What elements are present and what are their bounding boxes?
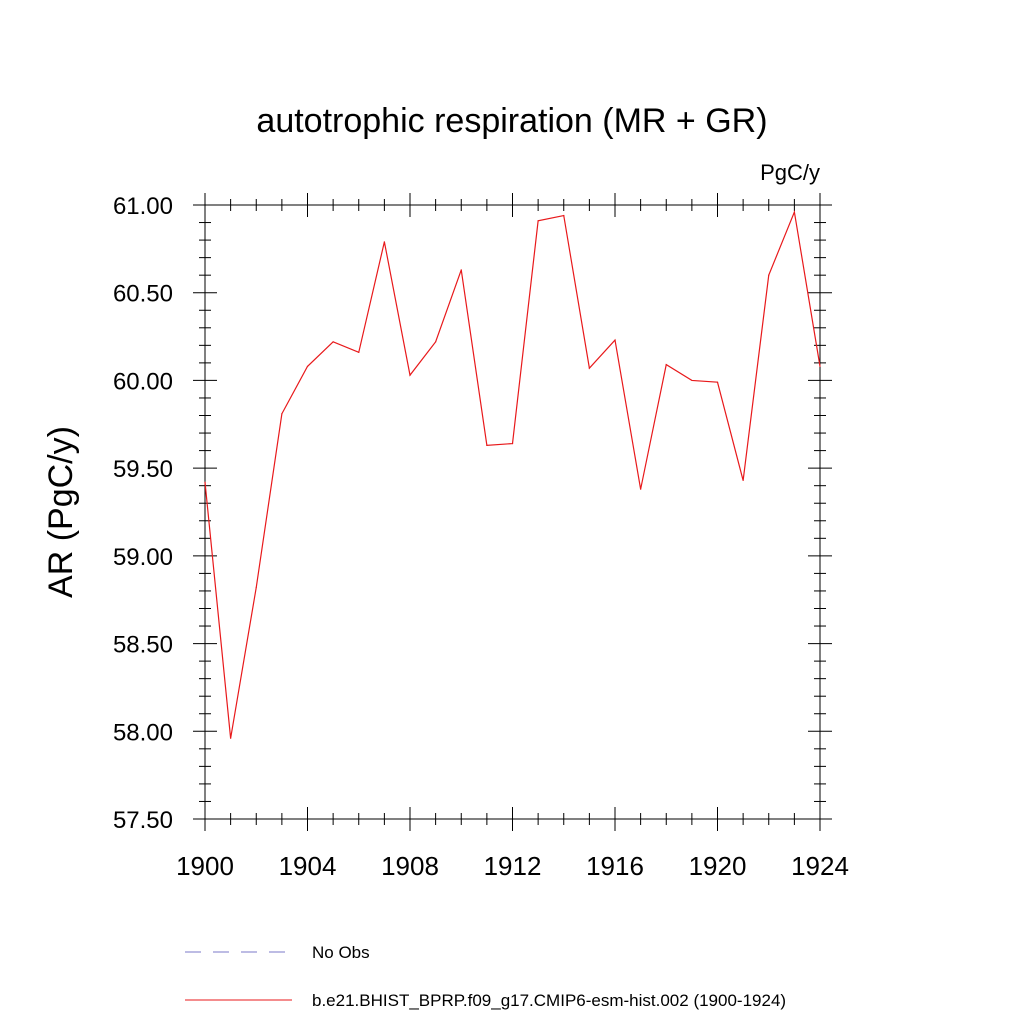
data-point: [588, 367, 590, 369]
x-tick-label: 1904: [279, 851, 337, 881]
data-point: [435, 341, 437, 343]
x-tick-label: 1908: [381, 851, 439, 881]
series-line: [204, 209, 821, 739]
units-label: PgC/y: [760, 160, 820, 185]
legend: No Obs b.e21.BHIST_BPRP.f09_g17.CMIP6-esm…: [185, 943, 786, 1010]
data-point: [230, 737, 232, 739]
x-tick-label: 1920: [689, 851, 747, 881]
data-point: [614, 339, 616, 341]
data-point: [306, 365, 309, 367]
data-point: [255, 586, 257, 589]
y-tick-label: 59.00: [113, 544, 173, 571]
x-tick-label: 1912: [484, 851, 542, 881]
data-point: [742, 479, 744, 482]
data-point: [204, 481, 206, 483]
data-point: [640, 488, 642, 490]
data-point: [716, 381, 719, 383]
data-point: [793, 211, 795, 213]
data-point: [768, 274, 770, 276]
data-point: [819, 365, 821, 367]
data-point: [691, 379, 693, 382]
data-point: [409, 374, 411, 376]
data-point: [358, 351, 360, 353]
axis-ticks: [193, 193, 832, 831]
x-tick-labels: 1900 1904 1908 1912 1916 1920 1924: [176, 851, 849, 881]
y-tick-labels: 57.50 58.00 58.50 59.00 59.50 60.00 60.50 61.00: [113, 193, 173, 834]
data-point: [486, 444, 488, 446]
x-tick-label: 1916: [586, 851, 644, 881]
x-tick-label: 1900: [176, 851, 234, 881]
y-tick-label: 58.00: [113, 719, 173, 746]
plot-frame: [204, 204, 821, 820]
y-tick-label: 61.00: [113, 193, 173, 220]
y-tick-label: 60.50: [113, 281, 173, 308]
data-point: [332, 341, 334, 343]
y-tick-label: 58.50: [113, 632, 173, 659]
y-tick-label: 59.50: [113, 456, 173, 483]
data-point: [281, 413, 283, 415]
data-point: [511, 442, 514, 445]
data-point: [383, 241, 385, 243]
legend-label: No Obs: [312, 943, 370, 962]
y-tick-label: 60.00: [113, 368, 173, 395]
data-point: [563, 214, 565, 217]
data-point: [460, 269, 462, 271]
y-tick-label: 57.50: [113, 807, 173, 834]
series-layer: [204, 209, 821, 739]
legend-label: b.e21.BHIST_BPRP.f09_g17.CMIP6-esm-hist.…: [312, 991, 786, 1010]
y-axis-label: AR (PgC/y): [42, 426, 80, 598]
data-point: [665, 364, 667, 366]
data-point: [537, 220, 539, 222]
x-tick-label: 1924: [791, 851, 849, 881]
chart-title: autotrophic respiration (MR + GR): [256, 102, 767, 140]
